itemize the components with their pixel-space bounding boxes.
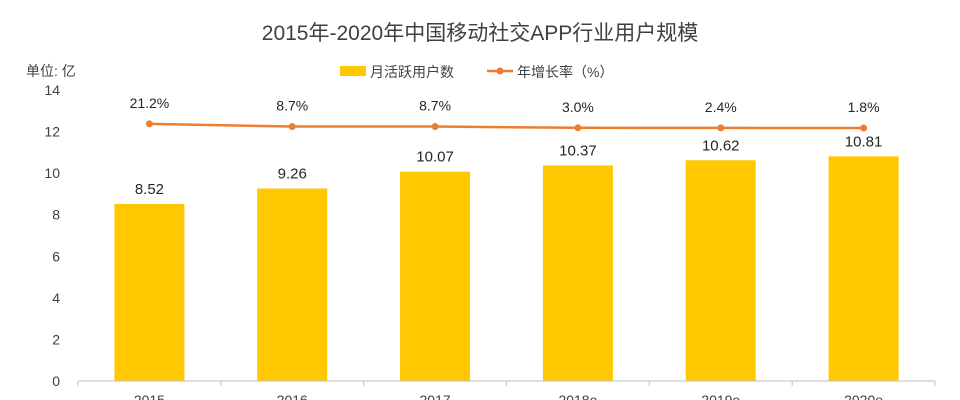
legend-line-label: 年增长率（%） xyxy=(517,64,613,80)
x-tick-label: 2020e xyxy=(844,392,883,400)
x-axis-ticks: 2015 2016 2017 2018e 2019e 2020e xyxy=(77,381,936,400)
growth-rate-point xyxy=(288,123,296,131)
y-tick-label: 10 xyxy=(44,165,60,181)
bar-2017 xyxy=(400,171,471,381)
bar-value-label: 10.07 xyxy=(416,149,454,166)
growth-rate-point xyxy=(145,120,153,128)
y-tick-label: 2 xyxy=(52,331,60,347)
y-tick-label: 12 xyxy=(44,124,60,140)
bar-2016 xyxy=(257,188,328,381)
bar-2018e xyxy=(542,165,613,381)
growth-rate-point xyxy=(431,123,439,131)
growth-rate-label: 2.4% xyxy=(705,99,737,115)
bar-value-label: 10.37 xyxy=(559,142,597,159)
bars: 8.52 9.26 10.07 10.37 10.62 10.81 xyxy=(114,133,899,381)
chart-title: 2015年-2020年中国移动社交APP行业用户规模 xyxy=(262,22,698,45)
x-tick-label: 2016 xyxy=(277,392,308,400)
legend: 月活跃用户数 年增长率（%） xyxy=(340,64,613,80)
y-axis: 0 2 4 6 8 10 12 14 xyxy=(44,82,60,389)
growth-rate-label: 3.0% xyxy=(562,99,594,115)
bar-value-label: 10.62 xyxy=(702,137,740,154)
bar-value-label: 9.26 xyxy=(278,166,307,183)
y-tick-label: 14 xyxy=(44,82,60,98)
x-tick-label: 2015 xyxy=(134,392,165,400)
growth-rate-label: 8.7% xyxy=(276,98,308,114)
bar-2019e xyxy=(685,160,756,381)
legend-line-marker xyxy=(496,67,504,75)
bar-2015 xyxy=(114,203,185,381)
growth-rate-point xyxy=(717,124,725,132)
growth-rate-label: 8.7% xyxy=(419,98,451,114)
growth-rate-label: 21.2% xyxy=(130,95,170,111)
y-tick-label: 0 xyxy=(52,373,60,389)
y-axis-unit-label: 单位: 亿 xyxy=(26,63,76,79)
growth-rate-line xyxy=(149,122,864,130)
growth-rate-point xyxy=(860,124,868,132)
y-tick-label: 4 xyxy=(52,290,60,306)
y-tick-label: 6 xyxy=(52,248,60,264)
bar-2020e xyxy=(828,156,899,381)
x-tick-label: 2019e xyxy=(701,392,740,400)
growth-rate-point xyxy=(574,124,582,132)
y-tick-label: 8 xyxy=(52,207,60,223)
bar-value-label: 10.81 xyxy=(845,133,883,150)
growth-rate-series: 21.2% 8.7% 8.7% 3.0% 2.4% 1.8% xyxy=(130,95,880,132)
legend-bar-label: 月活跃用户数 xyxy=(370,64,454,80)
x-tick-label: 2018e xyxy=(558,392,597,400)
bar-value-label: 8.52 xyxy=(135,181,164,198)
legend-bar-swatch xyxy=(340,66,366,76)
growth-rate-label: 1.8% xyxy=(848,99,880,115)
x-tick-label: 2017 xyxy=(420,392,451,400)
